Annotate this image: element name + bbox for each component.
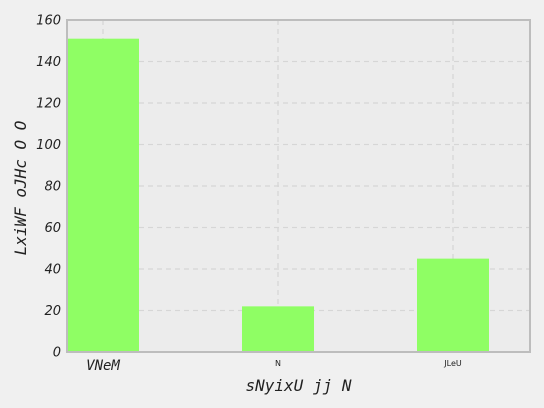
y-axis-label: LxiWF oJHc O O: [11, 121, 30, 256]
x-tick-label: VNeM: [86, 358, 120, 374]
x-axis-ticks: VNeM N JLeU: [86, 358, 462, 374]
y-tick-label: 140: [36, 55, 61, 70]
bar-N: [242, 306, 314, 352]
y-tick-label: 20: [44, 304, 61, 319]
y-tick-label: 60: [44, 221, 61, 236]
y-tick-label: 80: [44, 180, 61, 195]
y-tick-label: 0: [53, 346, 61, 361]
bars: [67, 38, 489, 353]
y-tick-label: 40: [44, 263, 61, 278]
y-axis-ticks: 0 20 40 60 80 100 120 140 160: [36, 14, 61, 361]
x-tick-label: N: [275, 359, 281, 368]
x-axis-label: sNyixU jj N: [246, 376, 352, 395]
plot-frame: [66, 19, 531, 353]
y-tick-label: 120: [36, 97, 61, 112]
y-tick-label: 160: [36, 14, 61, 29]
y-tick-label: 100: [36, 138, 61, 153]
bar-JLeU: [417, 258, 489, 352]
x-tick-label: JLeU: [443, 359, 462, 368]
bar-VNeM: [67, 38, 139, 353]
